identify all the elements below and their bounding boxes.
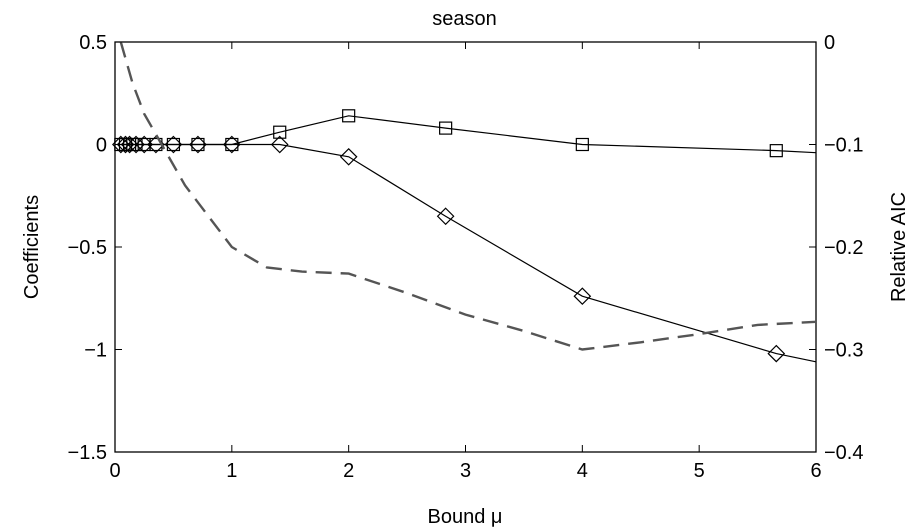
diamond-marker <box>189 135 207 154</box>
x-tick-label: 1 <box>226 460 237 482</box>
x-tick-label: 2 <box>343 460 354 482</box>
x-axis-title: Bound μ <box>428 506 503 528</box>
square-marker <box>575 137 589 152</box>
y-tick-label: 0 <box>96 135 107 157</box>
diamond-marker <box>111 135 130 154</box>
diamond-marker <box>767 344 786 363</box>
y-tick-label: −0.5 <box>68 237 107 259</box>
diamond-marker <box>339 147 358 166</box>
square-marker <box>769 144 783 158</box>
y2-tick-label: −0.4 <box>824 442 863 464</box>
x-tick-label: 6 <box>810 460 821 482</box>
diamond-marker <box>270 135 289 154</box>
diamond-marker <box>164 135 183 154</box>
x-tick-label: 3 <box>460 460 471 482</box>
x-tick-label: 5 <box>694 460 705 482</box>
series-layer <box>111 41 817 363</box>
y2-tick-label: 0 <box>824 32 835 54</box>
diamond-marker <box>222 135 241 154</box>
x-tick-label: 0 <box>109 460 120 482</box>
series-line-2 <box>119 41 817 351</box>
x-tick-label: 4 <box>577 460 588 482</box>
y2-tick-label: −0.2 <box>824 237 863 259</box>
y2-axis-title: Relative AIC <box>888 192 910 302</box>
y2-tick-label: −0.1 <box>824 135 863 157</box>
square-marker <box>439 121 453 135</box>
plot-area <box>114 41 817 453</box>
square-marker <box>273 125 287 139</box>
y-axis-title: Coefficients <box>21 195 43 299</box>
diamond-marker <box>436 207 455 226</box>
y-tick-label: −1 <box>84 340 107 362</box>
chart-title: season <box>432 8 497 30</box>
diamond-marker <box>135 135 154 154</box>
y-tick-label: −1.5 <box>68 442 107 464</box>
y-tick-label: 0.5 <box>79 32 107 54</box>
diamond-marker <box>127 135 145 154</box>
axis-layer: 0 1 2 3 4 5 60.50−0.5−1−1.50−0.1−0.2−0.3−0.4 <box>68 32 864 482</box>
y2-tick-label: −0.3 <box>824 340 863 362</box>
square-marker <box>342 109 356 123</box>
diamond-marker <box>120 135 139 154</box>
diamond-marker <box>573 287 592 306</box>
series-line-1 <box>120 143 817 363</box>
